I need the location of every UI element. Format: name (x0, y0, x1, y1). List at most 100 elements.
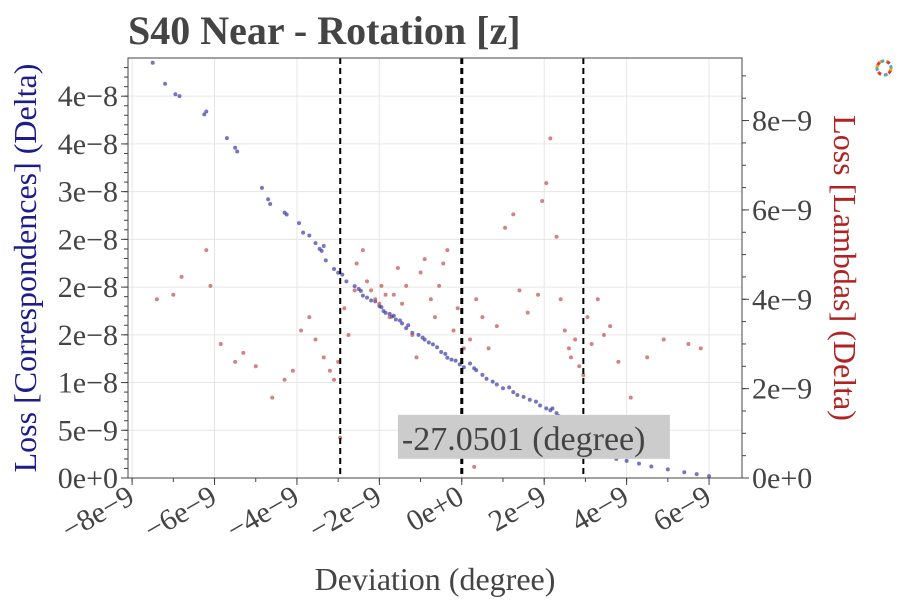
reference-lines (339, 58, 585, 478)
point-correspondences (365, 295, 370, 300)
point-lambdas (437, 283, 442, 288)
point-lambdas (645, 355, 650, 360)
point-lambdas (204, 248, 209, 253)
point-correspondences (369, 298, 374, 303)
y-left-tick-label: 3e−8 (58, 176, 118, 209)
point-correspondences (406, 323, 411, 328)
point-lambdas (410, 333, 415, 338)
point-correspondences (538, 403, 543, 408)
point-lambdas (568, 355, 573, 360)
point-correspondences (480, 372, 485, 377)
point-lambdas (233, 359, 238, 364)
point-lambdas (428, 297, 433, 302)
point-lambdas (616, 359, 621, 364)
point-lambdas (321, 355, 326, 360)
point-lambdas (480, 315, 485, 320)
point-lambdas (154, 297, 159, 302)
y-left-tick-label: 0e+0 (58, 462, 118, 495)
annotation: -27.0501 (degree) (397, 414, 670, 459)
point-correspondences (449, 357, 454, 362)
point-correspondences (358, 288, 363, 293)
y-right-tick-label: 0e+0 (752, 462, 812, 495)
point-correspondences (474, 368, 479, 373)
point-lambdas (414, 355, 419, 360)
point-lambdas (441, 261, 446, 266)
point-correspondences (507, 385, 512, 390)
point-lambdas (179, 274, 184, 279)
point-lambdas (517, 288, 522, 293)
point-lambdas (422, 257, 427, 262)
point-lambdas (686, 341, 691, 346)
point-lambdas (451, 328, 456, 333)
point-correspondences (490, 379, 495, 384)
point-correspondences (297, 221, 302, 226)
point-lambdas (379, 283, 384, 288)
point-lambdas (369, 288, 374, 293)
point-lambdas (433, 315, 437, 320)
point-lambdas (474, 297, 479, 302)
point-lambdas (581, 373, 586, 378)
point-lambdas (342, 306, 347, 311)
point-correspondences (430, 342, 435, 347)
point-correspondences (266, 197, 271, 202)
point-lambdas (377, 301, 382, 306)
point-correspondences (383, 310, 388, 315)
point-correspondences (527, 397, 532, 402)
point-correspondences (235, 149, 240, 154)
point-lambdas (373, 297, 378, 302)
y-left-tick-label: 2e−8 (58, 319, 118, 352)
point-lambdas (595, 297, 600, 302)
point-lambdas (472, 464, 477, 469)
point-correspondences (323, 258, 328, 263)
point-lambdas (577, 364, 582, 369)
point-lambdas (299, 328, 304, 333)
y-axis-right: 0e+0 2e−9 4e−9 6e−9 8e−9 (742, 75, 812, 495)
point-lambdas (327, 368, 332, 373)
point-lambdas (404, 283, 409, 288)
point-lambdas (503, 225, 508, 230)
point-correspondences (416, 332, 421, 337)
point-correspondences (665, 467, 670, 472)
y-left-tick-label: 4e−8 (58, 80, 118, 113)
point-correspondences (332, 266, 337, 271)
point-correspondences (707, 474, 712, 479)
point-correspondences (649, 464, 654, 469)
point-lambdas (270, 395, 275, 400)
y-left-tick-label: 4e−8 (58, 128, 118, 161)
plotly-logo-icon[interactable] (875, 59, 893, 77)
point-correspondences (204, 109, 209, 114)
y-right-tick-label: 2e−9 (752, 373, 812, 406)
point-correspondences (422, 337, 427, 342)
chart-title: S40 Near - Rotation [z] (128, 8, 521, 53)
point-lambdas (494, 324, 499, 329)
y-left-tick-label: 2e−8 (58, 271, 118, 304)
point-correspondences (391, 313, 396, 318)
point-lambdas (352, 288, 357, 293)
y-right-tick-label: 4e−9 (752, 283, 812, 316)
y-right-tick-label: 6e−9 (752, 194, 812, 227)
point-correspondences (319, 248, 324, 253)
point-lambdas (468, 337, 473, 342)
point-lambdas (601, 333, 606, 338)
point-correspondences (393, 317, 398, 322)
point-correspondences (150, 60, 155, 65)
point-lambdas (562, 328, 567, 333)
point-lambdas (218, 341, 223, 346)
point-lambdas (544, 181, 549, 186)
y-left-tick-label: 2e−8 (58, 223, 118, 256)
point-correspondences (624, 458, 629, 463)
point-lambdas (525, 310, 530, 315)
y-left-tick-label: 1e−8 (58, 367, 118, 400)
point-lambdas (558, 297, 563, 302)
point-correspondences (521, 394, 526, 399)
point-lambdas (395, 266, 400, 270)
point-lambdas (400, 301, 405, 306)
point-lambdas (253, 364, 258, 369)
point-lambdas (540, 198, 545, 203)
point-correspondences (387, 311, 392, 316)
annotation-text: -27.0501 (degree) (402, 421, 646, 458)
point-lambdas (307, 315, 312, 320)
point-lambdas (387, 315, 392, 320)
point-correspondences (511, 390, 516, 395)
